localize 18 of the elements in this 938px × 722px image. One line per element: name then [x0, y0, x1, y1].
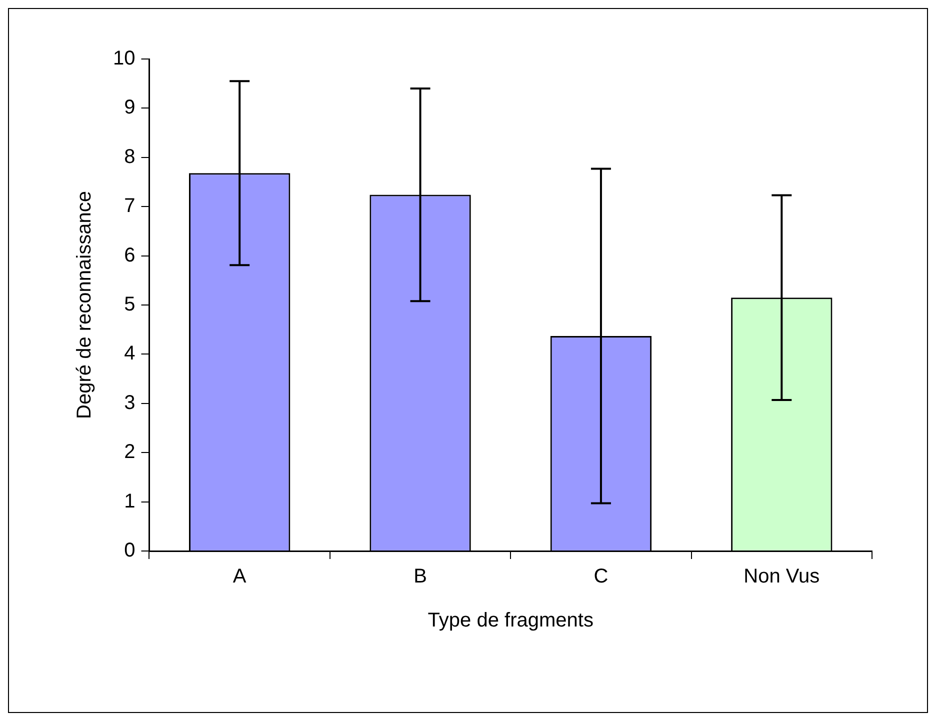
x-axis-title: Type de fragments [428, 610, 594, 632]
x-tick-label: Non Vus [744, 566, 820, 588]
figure-frame: Type de fragments Degré de reconnaissance A B C Non Vus 0 1 2 3 4 5 6 7 8 9 10 [8, 8, 928, 713]
y-tick-label: 2 [124, 441, 136, 464]
y-tick-label: 6 [124, 244, 136, 266]
y-tick-label: 1 [124, 490, 136, 512]
x-tick-label: B [414, 566, 427, 588]
y-tick-label: 3 [124, 392, 136, 414]
x-tick-label: A [232, 566, 247, 588]
y-tick-label: 4 [124, 342, 136, 365]
y-tick-label: 0 [124, 540, 136, 562]
y-tick-label: 5 [124, 294, 136, 316]
x-tick-label: C [594, 566, 608, 588]
y-tick-label: 7 [124, 195, 136, 218]
y-tick-label: 8 [124, 146, 136, 168]
y-axis-title: Degré de reconnaissance [74, 191, 96, 419]
y-tick-label: 9 [124, 96, 136, 119]
y-tick-label: 10 [112, 48, 136, 70]
